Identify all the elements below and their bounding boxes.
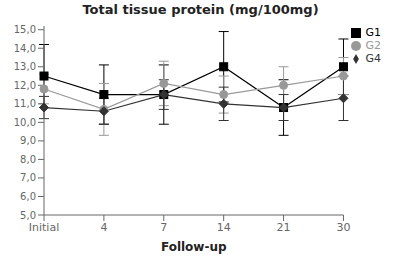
svg-text:4: 4 — [100, 221, 107, 234]
svg-text:8,0: 8,0 — [20, 154, 36, 165]
svg-text:21: 21 — [277, 221, 291, 234]
svg-text:10,0: 10,0 — [14, 117, 36, 128]
html-text:G1: G1 — [365, 26, 381, 39]
svg-text:7: 7 — [160, 221, 167, 234]
svg-text:14,0: 14,0 — [14, 43, 36, 54]
svg-text:12,0: 12,0 — [14, 80, 36, 91]
svg-text:Initial: Initial — [29, 221, 59, 234]
svg-text:5,0: 5,0 — [20, 210, 36, 221]
svg-text:15,0: 15,0 — [14, 24, 36, 35]
svg-text:11,0: 11,0 — [14, 98, 36, 109]
html-text:G2: G2 — [365, 39, 381, 52]
svg-text:Follow-up: Follow-up — [161, 240, 227, 254]
svg-text:14: 14 — [217, 221, 231, 234]
svg-text:7,0: 7,0 — [20, 172, 36, 183]
html-text:Total tissue protein (mg/100mg: Total tissue protein (mg/100mg) — [82, 2, 319, 17]
svg-text:30: 30 — [336, 221, 350, 234]
svg-text:13,0: 13,0 — [14, 61, 36, 72]
html-text:G4: G4 — [365, 52, 381, 65]
svg-text:6,0: 6,0 — [20, 191, 36, 202]
svg-text:9,0: 9,0 — [20, 135, 36, 146]
